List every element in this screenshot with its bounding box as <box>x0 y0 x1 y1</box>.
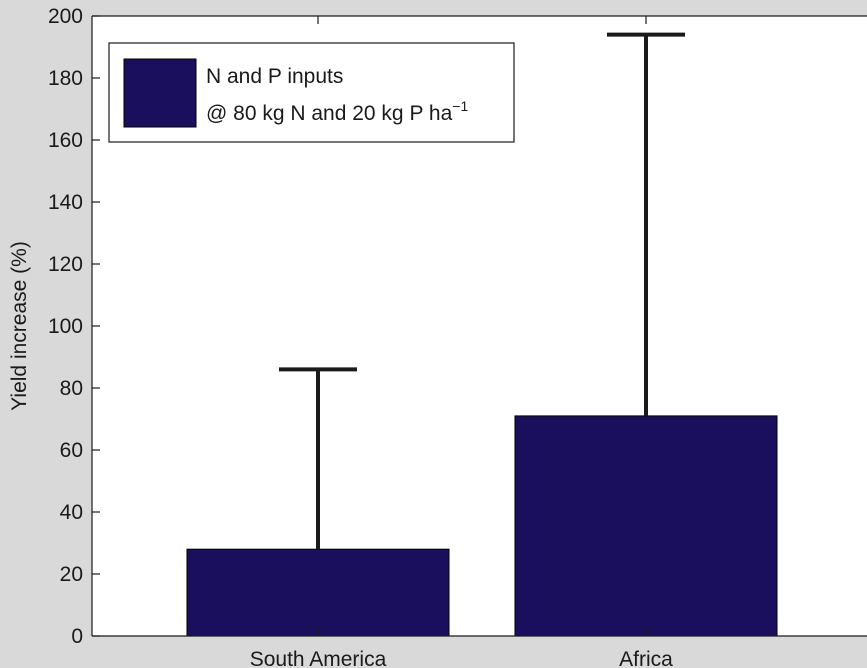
bar-africa <box>514 415 778 637</box>
y-axis-title: Yield increase (%) <box>8 241 31 411</box>
y-tick-label: 200 <box>48 5 83 28</box>
y-tick-label: 20 <box>60 563 83 586</box>
y-tick-label: 140 <box>48 191 83 214</box>
x-tick-label: South America <box>250 648 387 668</box>
y-tick-label: 100 <box>48 315 83 338</box>
bar-south-america <box>186 548 450 637</box>
x-tick-label: Africa <box>619 648 673 668</box>
y-tick-label: 60 <box>60 439 83 462</box>
legend-label-line1: N and P inputs <box>206 65 343 88</box>
legend-label-line2: @ 80 kg N and 20 kg P ha−1 <box>206 98 468 125</box>
error-bars-layer <box>279 32 685 550</box>
legend-label-main: @ 80 kg N and 20 kg P ha <box>206 102 453 125</box>
y-tick-label: 120 <box>48 253 83 276</box>
y-tick-label: 80 <box>60 377 83 400</box>
y-tick-label: 0 <box>71 625 83 648</box>
legend-label-superscript: −1 <box>452 98 468 114</box>
x-axis: South America Africa <box>92 16 867 668</box>
y-axis: 0 20 40 60 80 100 120 140 160 180 200 <box>48 5 867 648</box>
legend-swatch <box>123 58 197 128</box>
legend: N and P inputs @ 80 kg N and 20 kg P ha−… <box>108 42 515 143</box>
y-tick-label: 40 <box>60 501 83 524</box>
y-tick-label: 180 <box>48 67 83 90</box>
y-tick-label: 160 <box>48 129 83 152</box>
